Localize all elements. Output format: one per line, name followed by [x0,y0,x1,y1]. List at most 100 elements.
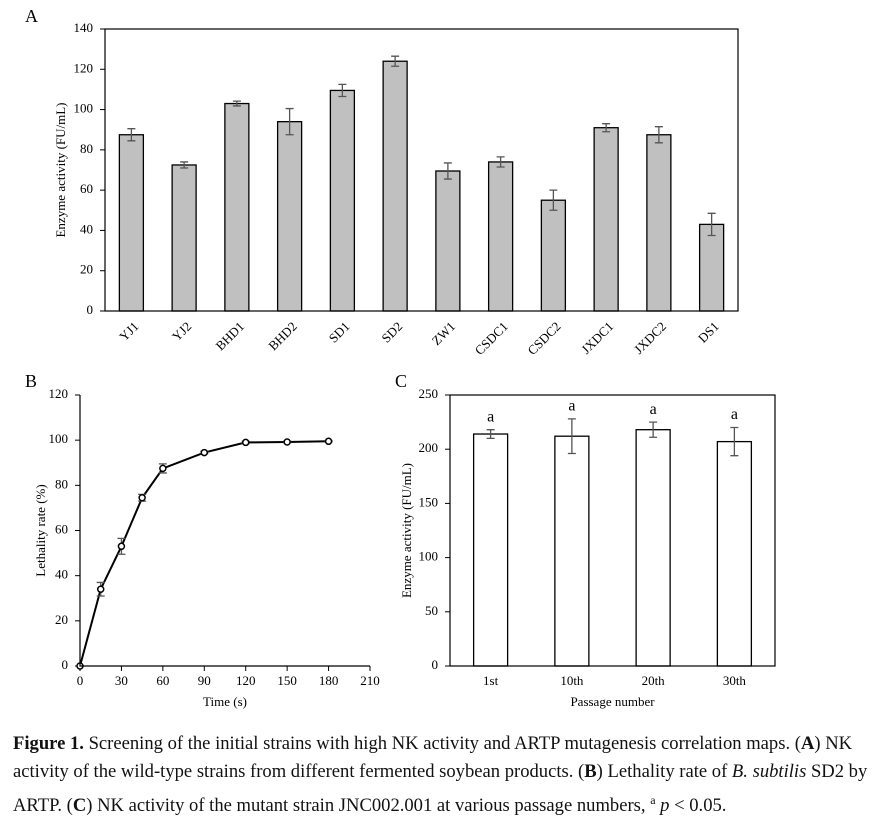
error-bar [602,123,611,133]
caption-text: ) Lethality rate of [596,761,732,782]
x-tick-label: DS1 [695,319,722,346]
y-tick-label: 80 [80,141,93,156]
bar [554,435,590,667]
x-tick-label: 10th [560,673,584,688]
point [159,464,167,473]
y-tick-label: 0 [62,657,69,672]
x-tick-label: ZW1 [429,319,458,348]
bar [698,223,725,312]
y-tick-label: 60 [55,521,68,536]
annotation: a [650,401,657,418]
x-tick-label: JXDC2 [631,319,669,357]
point [324,437,333,446]
caption-text: < 0.05. [669,795,727,817]
y-tick-label: 0 [87,302,94,317]
x-axis-label: Time (s) [203,694,247,709]
error-bar [443,162,452,180]
axes [79,395,370,667]
plot-frame [449,394,776,667]
bar [118,134,145,312]
error-bar [549,189,558,211]
bar [716,440,753,667]
bar [435,170,461,312]
point [117,542,126,551]
panel-label: C [395,371,407,391]
y-axis-label: Lethality rate (%) [33,484,48,576]
error-bar [496,156,505,168]
y-tick-label: 40 [80,221,93,236]
y-tick-label: 40 [55,567,68,582]
error-bar [649,421,658,438]
x-tick-label: 1st [483,673,499,688]
error-bar [730,426,739,457]
bar [646,134,672,312]
y-tick-label: 80 [55,476,68,491]
point [96,585,105,593]
error-bar [654,126,663,144]
x-tick-label: SD2 [378,319,405,346]
bar [472,433,509,667]
annotation: a [731,406,738,423]
x-tick-label: 90 [198,673,211,688]
caption-text: B [584,761,597,782]
bar [382,60,408,312]
error-bar [567,418,576,455]
x-tick-label: 120 [236,673,256,688]
y-tick-label: 100 [74,101,94,116]
y-tick-label: 20 [80,262,93,277]
caption-text: ) NK activity of the mutant strain JNC00… [86,795,651,817]
panel-label: B [25,371,37,391]
y-tick-label: 140 [74,20,94,35]
x-tick-label: BHD2 [265,319,300,354]
error-bar [285,107,294,136]
y-tick-label: 0 [432,657,439,672]
y-tick-label: 20 [55,612,68,627]
caption-text: B. subtilis [731,761,807,782]
y-tick-label: 120 [49,386,69,401]
annotation: a [487,408,494,425]
plot-frame [104,28,739,312]
y-axis-label: Enzyme activity (FU/mL) [399,463,414,598]
y-tick-label: 60 [80,181,93,196]
x-tick-label: 0 [77,673,84,688]
bar [487,161,514,312]
y-tick-label: 250 [419,386,439,401]
charts: A Enzyme activity (FU/mL) 0 20 40 60 80 100 120 1… [25,6,776,709]
bar [224,102,250,312]
x-tick-label: JXDC1 [578,319,616,357]
x-tick-label: CSDC2 [524,319,563,358]
bar [171,164,197,312]
x-tick-label: BHD1 [212,319,247,354]
y-tick-label: 100 [49,431,69,446]
x-tick-label: YJ1 [116,319,141,344]
x-tick-label: CSDC1 [472,319,511,358]
error-bar [232,100,241,107]
x-tick-label: SD1 [326,319,353,346]
annotation: a [568,398,575,415]
caption-text: a [650,793,656,807]
caption: Figure 1. Screening of the initial strai… [13,730,881,820]
x-tick-label: 20th [642,673,666,688]
error-bar [391,55,400,67]
caption-text: p [660,795,670,817]
bar [540,199,567,312]
y-tick-label: 100 [419,549,439,564]
y-tick-label: 200 [419,440,439,455]
x-tick-label: 150 [277,673,297,688]
x-tick-label: 60 [156,673,169,688]
x-tick-label: YJ2 [169,319,194,344]
bar [635,429,671,667]
caption-text: A [800,733,815,754]
bar [593,127,619,312]
error-bar [180,161,189,169]
caption-text: Screening of the initial strains with hi… [83,733,801,754]
y-tick-label: 50 [425,603,438,618]
point [283,438,291,446]
line [79,440,329,667]
caption-text: SD2 by ARTP. ( [13,761,868,817]
error-bar [127,128,136,142]
caption-text: Figure 1. [13,733,84,754]
y-tick-label: 120 [74,60,94,75]
point [241,438,250,447]
